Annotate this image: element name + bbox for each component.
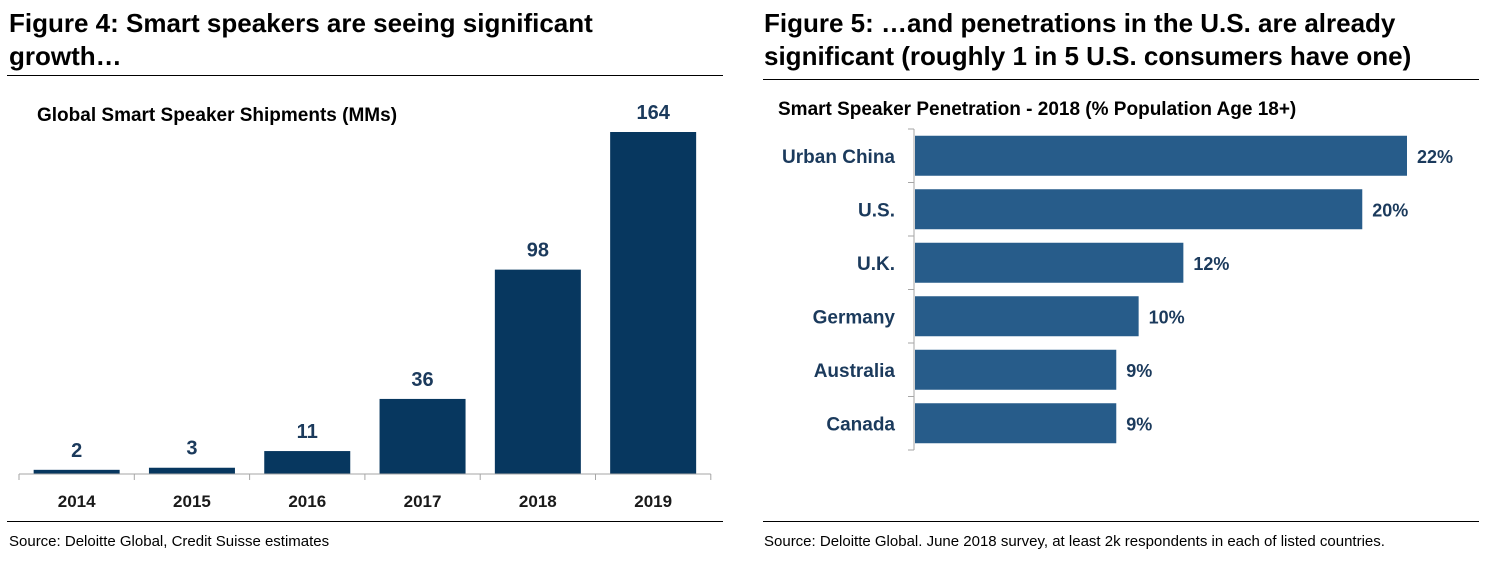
- x-tick-label-2019: 2019: [634, 492, 672, 511]
- data-label-2017: 36: [411, 369, 433, 391]
- shipments-bar-chart: Global Smart Speaker Shipments (MMs) 2 201…: [18, 102, 712, 511]
- bar-2018: [494, 269, 581, 474]
- bar-2015: [148, 467, 235, 474]
- x-tick-label-2014: 2014: [58, 492, 96, 511]
- bar-2014: [33, 469, 120, 474]
- figure-5-title-line-2: significant (roughly 1 in 5 U.S. consume…: [764, 41, 1412, 71]
- bar-2016: [264, 451, 351, 474]
- data-label: 9%: [1126, 361, 1152, 381]
- figure-5-source: Source: Deloitte Global. June 2018 surve…: [764, 533, 1385, 550]
- figure-5-title-rule: [763, 79, 1479, 80]
- data-label: 10%: [1149, 307, 1185, 327]
- data-label: 12%: [1193, 254, 1229, 274]
- category-label: Australia: [814, 361, 896, 382]
- figure-4-panel: Figure 4: Smart speakers are seeing sign…: [0, 0, 730, 563]
- data-label: 9%: [1126, 414, 1152, 434]
- bar-australia: [915, 349, 1117, 390]
- chart-title: Global Smart Speaker Shipments (MMs): [37, 105, 397, 126]
- x-tick-label-2016: 2016: [288, 492, 326, 511]
- figure-4-title-line-1: Figure 4: Smart speakers are seeing sign…: [9, 8, 593, 38]
- bar-u-k-: [915, 242, 1184, 283]
- category-label: Urban China: [782, 147, 895, 168]
- category-label: Canada: [826, 414, 895, 435]
- data-label-2019: 164: [636, 102, 670, 124]
- figure-4-source: Source: Deloitte Global, Credit Suisse e…: [9, 533, 330, 550]
- category-label: Germany: [813, 307, 896, 328]
- data-label: 20%: [1372, 200, 1408, 220]
- bar-2019: [610, 132, 697, 474]
- bar-urban-china: [915, 135, 1407, 176]
- bar-u-s-: [915, 189, 1363, 230]
- figure-4-title: Figure 4: Smart speakers are seeing sign…: [9, 7, 593, 73]
- data-label: 22%: [1417, 147, 1453, 167]
- bar-germany: [915, 296, 1139, 337]
- bar-2017: [379, 398, 466, 474]
- figure-4-title-line-2: growth…: [9, 41, 122, 71]
- data-label-2015: 3: [186, 438, 197, 460]
- data-label-2016: 11: [297, 421, 318, 443]
- x-tick-label-2017: 2017: [404, 492, 442, 511]
- figure-5-title: Figure 5: …and penetrations in the U.S. …: [764, 7, 1411, 73]
- figure-5-panel: Figure 5: …and penetrations in the U.S. …: [760, 0, 1486, 563]
- x-tick-label-2015: 2015: [173, 492, 211, 511]
- bar-canada: [915, 403, 1117, 444]
- category-label: U.S.: [858, 200, 895, 221]
- data-label-2018: 98: [527, 240, 549, 262]
- x-tick-label-2018: 2018: [519, 492, 557, 511]
- figure-5-title-line-1: Figure 5: …and penetrations in the U.S. …: [764, 8, 1396, 38]
- category-label: U.K.: [857, 254, 895, 275]
- figure-4-title-rule: [7, 75, 723, 76]
- chart-title: Smart Speaker Penetration - 2018 (% Popu…: [778, 99, 1296, 120]
- data-label-2014: 2: [71, 440, 82, 462]
- figure-4-source-rule: [7, 521, 723, 522]
- penetration-bar-chart: Smart Speaker Penetration - 2018 (% Popu…: [778, 99, 1453, 451]
- figure-5-source-rule: [763, 521, 1479, 522]
